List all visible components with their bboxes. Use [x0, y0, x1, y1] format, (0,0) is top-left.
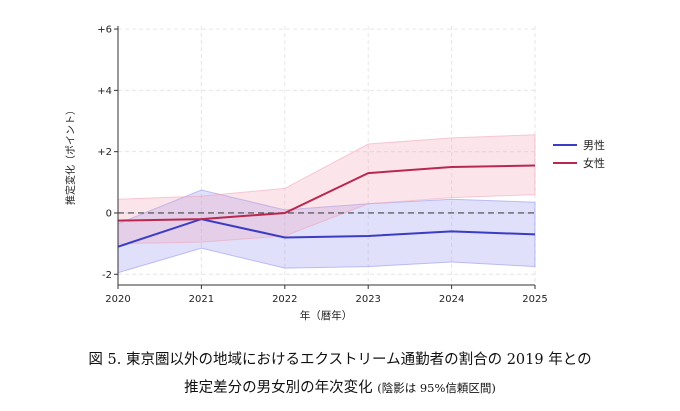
y-tick-label: +2 — [97, 147, 112, 158]
legend-label-女性: 女性 — [583, 156, 605, 170]
y-tick-label: -2 — [102, 270, 112, 281]
series-line-男性 — [117, 218, 536, 248]
confidence-bands — [117, 134, 536, 274]
series-lines — [117, 164, 536, 248]
x-tick-label: 2020 — [105, 294, 130, 305]
y-axis-label: 推定変化（ポイント） — [64, 105, 77, 205]
x-tick-label: 2025 — [522, 294, 547, 305]
x-tick-label: 2023 — [355, 294, 380, 305]
confidence-band-男性 — [117, 189, 536, 274]
x-tick-label: 2021 — [189, 294, 214, 305]
axes: +6 +4 +2 0 -2 2020 2021 2022 2023 2024 2025 — [97, 25, 547, 305]
y-tick-label: 0 — [106, 208, 112, 219]
y-tick-label: +4 — [97, 86, 112, 97]
confidence-band-女性 — [117, 134, 536, 245]
x-tick-label: 2024 — [439, 294, 464, 305]
caption-line1-text: 図 5. 東京圏以外の地域におけるエクストリーム通勤者の割合の 2019 年との — [88, 352, 592, 368]
x-tick-label: 2022 — [272, 294, 297, 305]
caption-line2-text: 推定差分の男女別の年次変化 — [184, 380, 373, 396]
figure-caption-line1: 図 5. 東京圏以外の地域におけるエクストリーム通勤者の割合の 2019 年との — [0, 348, 680, 369]
figure-caption-line2: 推定差分の男女別の年次変化 (陰影は 95%信頼区間) — [0, 376, 680, 397]
y-tick-label: +6 — [97, 25, 112, 36]
x-axis-label: 年（暦年） — [300, 309, 353, 322]
caption-note: (陰影は 95%信頼区間) — [377, 381, 496, 395]
series-line-女性 — [117, 164, 536, 222]
legend-label-男性: 男性 — [583, 138, 605, 152]
